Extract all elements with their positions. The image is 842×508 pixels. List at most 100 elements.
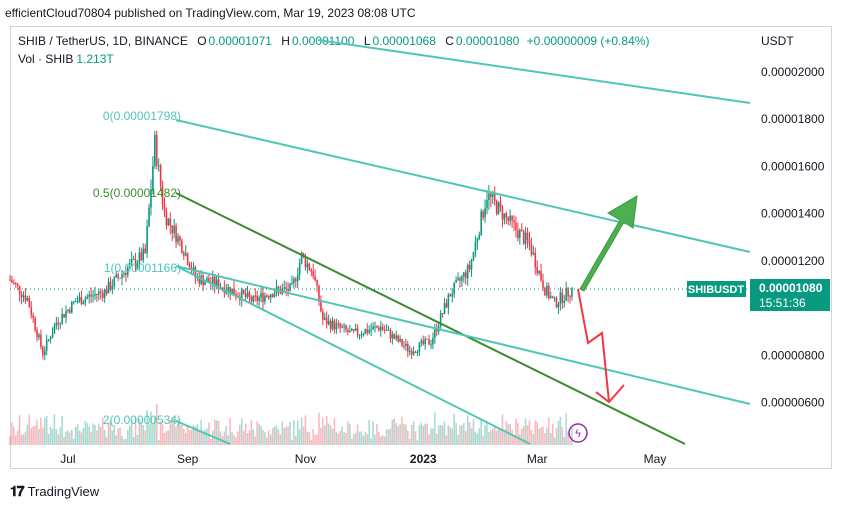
volume-bar	[322, 417, 324, 445]
chart-frame[interactable]	[10, 26, 832, 469]
volume-bar	[210, 438, 212, 445]
candle-body	[138, 252, 141, 264]
candle-body	[306, 263, 309, 267]
volume-bar	[306, 431, 309, 445]
volume-bar	[534, 420, 537, 445]
arrow-down-icon[interactable]	[577, 288, 610, 403]
candle-body	[493, 194, 496, 201]
candle-body	[45, 339, 48, 351]
channel-upper-line[interactable]	[317, 39, 751, 104]
candle-body	[362, 334, 365, 336]
volume-bar	[70, 429, 73, 445]
channel-mid-line[interactable]	[175, 192, 686, 445]
volume-bar	[277, 429, 280, 445]
candle-body	[513, 220, 515, 223]
volume-bar	[287, 426, 289, 445]
volume-bar	[78, 430, 81, 445]
candle-body	[69, 309, 71, 313]
volume-bar	[561, 427, 564, 445]
arrow-up-annotation[interactable]	[579, 195, 638, 292]
candle-body	[179, 236, 181, 241]
candle-body	[389, 329, 392, 339]
candle-body	[511, 215, 513, 221]
volume-bar	[67, 430, 69, 445]
candle-body	[364, 329, 367, 335]
volume-bar	[111, 430, 114, 445]
fib-labels: 0(0.00001798) 0.5(0.00001482) 1(0.000011…	[93, 109, 181, 427]
volume-bar	[310, 439, 313, 445]
arrow-up-icon[interactable]	[579, 195, 638, 292]
volume-bar	[198, 430, 201, 445]
volume-bar	[117, 428, 119, 445]
volume-bar	[356, 424, 359, 445]
candle-body	[266, 295, 268, 297]
volume-bar	[217, 421, 220, 445]
candle-body	[24, 295, 27, 301]
volume-bar	[551, 423, 554, 445]
channel-bottom-line[interactable]	[175, 265, 531, 445]
candle-body	[155, 134, 158, 166]
candle-body	[509, 215, 511, 221]
volume-bar	[295, 436, 297, 445]
candle-body	[154, 134, 156, 166]
candle-body	[401, 338, 403, 346]
candle-body	[157, 165, 160, 167]
time-axis[interactable]: Jul Sep Nov 2023 Mar May	[60, 452, 666, 466]
candle-body	[235, 294, 237, 296]
candle-body	[463, 272, 465, 277]
volume-bar	[159, 421, 162, 445]
candle-body	[449, 294, 452, 297]
volume-bar	[493, 426, 496, 445]
volume-bar	[105, 436, 108, 445]
purple-badge-icon[interactable]	[568, 423, 588, 443]
volume-bar	[569, 440, 571, 445]
candle-body	[86, 296, 89, 299]
candle-body	[476, 238, 479, 243]
candle-body	[333, 320, 336, 330]
volume-bar	[96, 430, 98, 445]
volume-bar	[250, 419, 253, 445]
candle-body	[208, 278, 210, 283]
volume-bar	[372, 421, 374, 445]
tradingview-logo-icon: 𝟏𝟕	[10, 483, 25, 499]
channel-lines[interactable]	[175, 39, 751, 445]
candle-body	[244, 293, 247, 298]
candle-body	[312, 271, 314, 277]
volume-bar	[244, 423, 247, 445]
candle-body	[559, 292, 562, 304]
indicator-badge[interactable]: ϟ	[568, 423, 588, 443]
fib-label-0: 0(0.00001798)	[103, 109, 181, 123]
volume-bar	[123, 439, 125, 445]
candle-body	[70, 301, 73, 313]
candle-body	[113, 277, 116, 287]
candle-body	[213, 276, 216, 287]
candle-body	[441, 313, 444, 315]
volume-bar	[82, 428, 85, 445]
volume-bar	[362, 435, 365, 445]
channel-lower-line[interactable]	[175, 265, 751, 405]
candle-body	[569, 296, 571, 298]
candle-body	[491, 194, 494, 197]
candle-body	[227, 286, 230, 292]
fib-2-line[interactable]	[175, 420, 231, 445]
volume-bar	[208, 422, 210, 445]
candle-body	[150, 189, 152, 208]
channel-top-line[interactable]	[175, 119, 751, 253]
candle-body	[32, 315, 34, 318]
candle-body	[329, 320, 332, 329]
volume-bar	[565, 413, 567, 445]
volume-bar	[43, 417, 46, 445]
candle-body	[320, 301, 322, 312]
price-axis[interactable]: 0.00002000 0.00001800 0.00001600 0.00001400…	[761, 65, 825, 410]
candle-body	[387, 329, 390, 331]
candle-body	[358, 334, 361, 336]
candle-body	[271, 294, 274, 297]
candle-body	[103, 289, 106, 298]
volume-bar	[351, 438, 353, 445]
volume-bar	[457, 434, 459, 445]
volume-bar	[157, 439, 160, 445]
candle-body	[40, 334, 42, 347]
arrow-down-annotation[interactable]	[577, 288, 625, 404]
volume-bar	[57, 434, 60, 445]
